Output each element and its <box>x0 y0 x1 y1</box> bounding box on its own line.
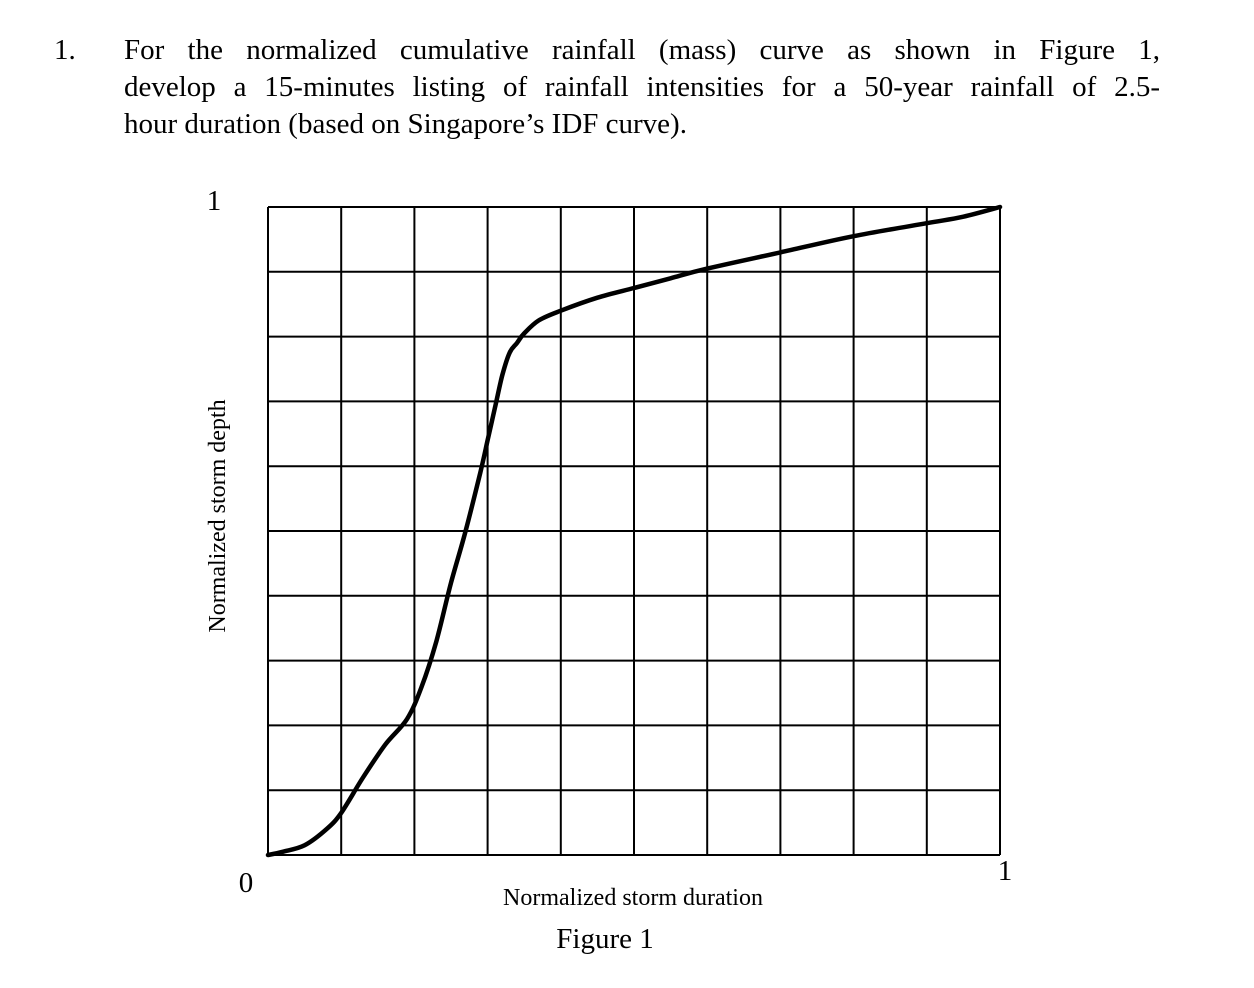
chart-grid <box>267 206 1001 856</box>
x-axis-label: Normalized storm duration <box>503 885 763 911</box>
question-number: 1. <box>54 34 76 66</box>
x-tick-max: 1 <box>998 855 1013 887</box>
question-line-1: For the normalized cumulative rainfall (… <box>124 34 1160 66</box>
question-text: For the normalized cumulative rainfall (… <box>124 32 1160 143</box>
y-tick-max: 1 <box>207 185 222 217</box>
x-tick-min: 0 <box>239 867 254 899</box>
figure-caption: Figure 1 <box>556 923 653 955</box>
mass-curve-line <box>265 204 1003 858</box>
question-line-3: hour duration (based on Singapore’s IDF … <box>124 108 687 140</box>
question-line-2: develop a 15-minutes listing of rainfall… <box>124 71 1160 103</box>
y-axis-label: Normalized storm depth <box>205 399 231 632</box>
